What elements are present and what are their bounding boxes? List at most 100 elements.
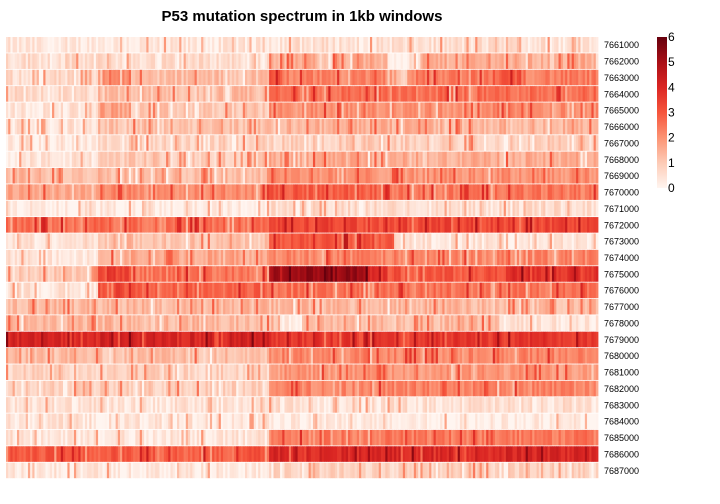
heatmap-cell (155, 200, 158, 217)
heatmap-cell (41, 118, 44, 135)
heatmap-cell (363, 249, 366, 266)
heatmap-cell (100, 331, 103, 348)
heatmap-cell (179, 266, 182, 282)
heatmap-cell (505, 37, 509, 53)
heatmap-cell (159, 217, 163, 233)
heatmap-cell (258, 86, 261, 102)
heatmap-cell (334, 298, 338, 315)
heatmap-cell (137, 167, 141, 184)
heatmap-cell (367, 102, 371, 119)
heatmap-cell (141, 102, 145, 119)
heatmap-cell (192, 249, 195, 266)
heatmap-cell (146, 37, 149, 53)
heatmap-cell (383, 69, 386, 86)
heatmap-cell (249, 217, 252, 233)
heatmap-cell (367, 233, 371, 250)
heatmap-cell (49, 151, 53, 168)
heatmap-cell (198, 118, 202, 135)
heatmap-cell (326, 266, 329, 282)
heatmap-cell (387, 282, 391, 299)
heatmap-cell (483, 217, 487, 233)
heatmap-cell (516, 37, 520, 53)
heatmap-cell (207, 37, 211, 53)
heatmap-cell (516, 249, 520, 266)
heatmap-cell (562, 282, 566, 299)
heatmap-cell (378, 102, 382, 119)
heatmap-cell (310, 233, 314, 250)
heatmap-cell (426, 118, 430, 135)
heatmap-cell (332, 69, 336, 86)
heatmap-cell (299, 217, 303, 233)
heatmap-cell (6, 249, 9, 266)
heatmap-cell (328, 86, 331, 102)
heatmap-cell (63, 200, 66, 217)
heatmap-cell (266, 282, 270, 299)
heatmap-cell (510, 69, 513, 86)
heatmap-cell (492, 315, 496, 331)
heatmap-cell (65, 298, 68, 315)
heatmap-cell (273, 37, 277, 53)
heatmap-cell (192, 167, 195, 184)
heatmap-cell (227, 53, 231, 69)
heatmap-cell (275, 69, 279, 86)
heatmap-cell (236, 86, 239, 102)
heatmap-cell (236, 315, 239, 331)
heatmap-cell (547, 118, 551, 135)
heatmap-cell (483, 282, 487, 299)
heatmap-cell (486, 151, 489, 168)
heatmap-cell (356, 135, 360, 151)
heatmap-cell (589, 118, 592, 135)
heatmap-cell (111, 86, 114, 102)
heatmap-cell (12, 282, 16, 299)
heatmap-cell (117, 184, 121, 200)
heatmap-cell (299, 233, 303, 250)
heatmap-cell (201, 282, 204, 299)
heatmap-cell (584, 184, 588, 200)
heatmap-cell (14, 331, 18, 348)
heatmap-cell (214, 233, 217, 250)
heatmap-cell (532, 233, 535, 250)
heatmap-cell (402, 200, 406, 217)
heatmap-cell (319, 167, 323, 184)
heatmap-cell (141, 200, 145, 217)
heatmap-cell (43, 69, 46, 86)
heatmap-cell (174, 331, 178, 348)
heatmap-cell (185, 86, 189, 102)
heatmap-cell (65, 167, 68, 184)
heatmap-cell (492, 135, 496, 151)
heatmap-cell (540, 217, 544, 233)
heatmap-cell (334, 53, 338, 69)
heatmap-cell (133, 282, 136, 299)
heatmap-cell (238, 167, 241, 184)
heatmap-cell (240, 86, 244, 102)
heatmap-cell (126, 37, 130, 53)
heatmap-cell (60, 118, 64, 135)
heatmap-cell (426, 184, 430, 200)
heatmap-cell (448, 266, 452, 282)
heatmap-cell (587, 102, 590, 119)
heatmap-cell (481, 200, 485, 217)
heatmap-cell (280, 151, 283, 168)
heatmap-cell (34, 298, 38, 315)
heatmap-cell (341, 102, 345, 119)
heatmap-cell (253, 135, 257, 151)
heatmap-cell (247, 266, 250, 282)
heatmap-cell (523, 315, 527, 331)
heatmap-cell (323, 118, 327, 135)
heatmap-cell (477, 249, 480, 266)
heatmap-cell (530, 184, 533, 200)
heatmap-cell (87, 282, 90, 299)
heatmap-cell (14, 53, 18, 69)
heatmap-cell (330, 118, 334, 135)
heatmap-cell (312, 184, 316, 200)
heatmap-cell (435, 249, 439, 266)
heatmap-cell (27, 102, 31, 119)
heatmap-cell (146, 135, 149, 151)
heatmap-cell (328, 217, 331, 233)
heatmap-cell (505, 282, 509, 299)
heatmap-cell (98, 184, 101, 200)
heatmap-cell (372, 184, 375, 200)
heatmap-cell (21, 37, 24, 53)
heatmap-cell (310, 217, 314, 233)
heatmap-cell (10, 151, 13, 168)
